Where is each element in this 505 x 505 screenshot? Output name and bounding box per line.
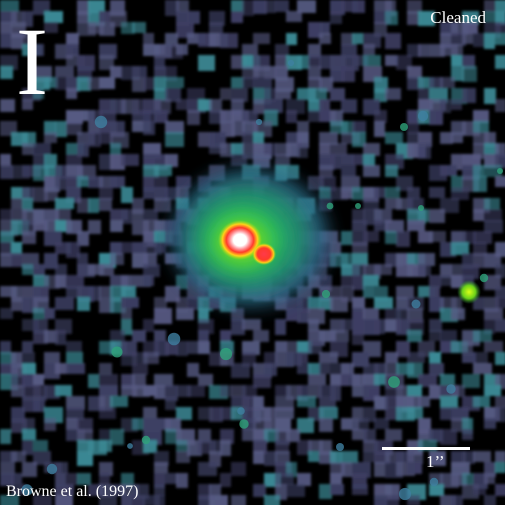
scale-bar [382, 447, 470, 450]
noise-speckle [336, 443, 344, 451]
noise-speckle [446, 384, 456, 394]
noise-speckle [417, 110, 429, 122]
noise-speckle [111, 346, 123, 358]
noise-speckle [411, 299, 421, 309]
band-label: I [16, 8, 48, 115]
galaxy-knot [252, 243, 276, 265]
noise-speckle [255, 118, 263, 126]
noise-speckle [21, 484, 33, 496]
noise-speckle [237, 407, 245, 415]
noise-speckle [326, 202, 334, 210]
noise-speckle [355, 203, 361, 209]
credit-text: Browne et al. (1997) [6, 483, 139, 500]
noise-speckle [141, 435, 151, 445]
field-star [457, 280, 481, 304]
noise-speckle [219, 347, 233, 361]
noise-speckle [418, 205, 424, 211]
noise-speckle [388, 376, 400, 388]
galaxy-core [218, 220, 262, 260]
noise-speckle [497, 168, 503, 174]
noise-speckle [398, 487, 412, 501]
noise-speckle [167, 332, 181, 346]
noise-speckle [400, 123, 408, 131]
noise-speckle [239, 419, 249, 429]
noise-speckle [94, 115, 108, 129]
noise-speckle [127, 443, 133, 449]
scale-bar-label: 1’’ [426, 452, 445, 471]
processing-label: Cleaned [430, 8, 486, 27]
noise-speckle [46, 463, 58, 475]
noise-speckle [321, 289, 331, 299]
noise-speckle [287, 59, 295, 67]
noise-speckle [479, 273, 489, 283]
noise-speckle [429, 477, 439, 487]
